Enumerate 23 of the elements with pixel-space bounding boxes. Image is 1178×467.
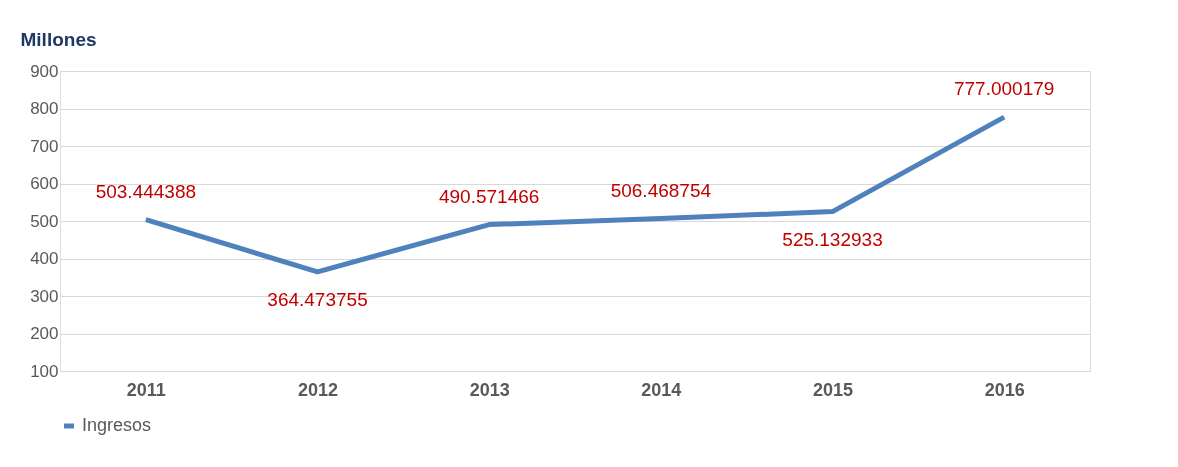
- x-tick-label: 2014: [641, 379, 682, 400]
- x-tick-label: 2016: [984, 379, 1025, 400]
- data-label: 364.473755: [267, 288, 368, 310]
- x-tick-label: 2012: [297, 379, 339, 400]
- legend-label: Ingresos: [82, 415, 152, 435]
- y-tick-label: 200: [30, 324, 59, 343]
- data-label: 777.000179: [953, 78, 1055, 100]
- y-tick-label: 800: [30, 99, 59, 118]
- x-tick-label: 2013: [469, 379, 510, 400]
- data-label: 506.468754: [610, 179, 712, 201]
- x-tick-label: 2011: [126, 379, 166, 400]
- x-tick-label: 2015: [812, 379, 854, 400]
- y-tick-label: 600: [30, 174, 59, 193]
- y-tick-label: 400: [30, 249, 59, 268]
- data-label: 525.132933: [782, 228, 883, 250]
- y-tick-label: 300: [30, 286, 59, 306]
- y-tick-label: 700: [30, 136, 59, 156]
- y-tick-label: 500: [30, 211, 59, 231]
- data-label: 490.571466: [438, 185, 540, 207]
- y-axis-title: Millones: [20, 28, 97, 50]
- y-tick-label: 900: [30, 61, 59, 81]
- y-tick-label: 100: [30, 361, 59, 381]
- data-label: 503.444388: [95, 180, 197, 202]
